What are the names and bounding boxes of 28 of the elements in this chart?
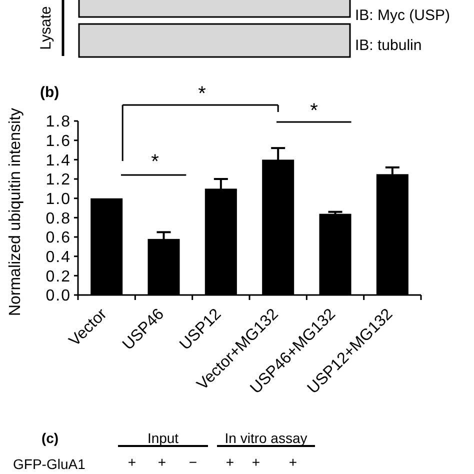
text: + [128,454,136,470]
text: + [158,454,166,470]
text: In vitro assay [224,430,308,446]
text: Input [147,430,179,446]
y-tick-label: 1.0 [46,190,71,208]
y-tick-label: 0.0 [46,288,71,305]
y-tick-label: 1.4 [46,152,71,170]
y-tick-label: 1.2 [46,172,71,189]
text: IB: Myc (USP) [355,7,450,24]
y-tick-label: 0.4 [46,248,71,266]
y-axis-title: Normalized ubiquitin intensity [7,108,24,316]
y-tick-label: 0.8 [46,210,71,228]
y-tick-label: 1.8 [46,114,71,131]
y-tick-label: 0.2 [46,268,71,286]
chart-title: (b) [40,84,60,101]
y-tick-label: 0.6 [46,230,71,247]
text: + [252,454,260,470]
y-tick-label: 1.6 [46,132,71,150]
annotation: * [310,100,318,122]
text: Lysate [37,6,54,50]
text: − [188,454,198,470]
text: * [198,83,206,105]
text: IB: tubulin [355,37,422,54]
text: + [288,454,298,470]
annotation: * [151,151,160,173]
text: (c) [41,430,59,446]
text: + [226,454,234,470]
text: GFP-GluA1 [13,456,86,472]
